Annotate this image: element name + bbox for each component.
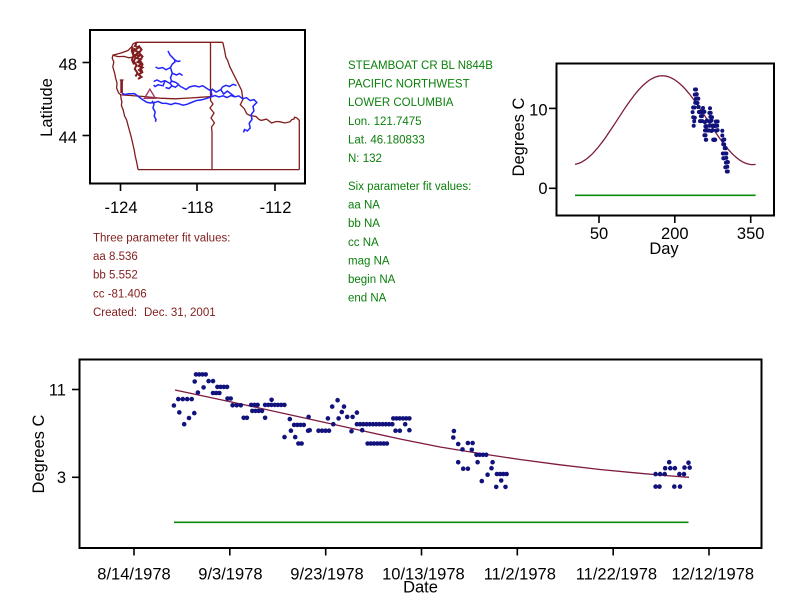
svg-text:350: 350 xyxy=(737,225,765,243)
svg-text:11: 11 xyxy=(49,382,66,400)
svg-text:LOWER COLUMBIA: LOWER COLUMBIA xyxy=(348,97,454,109)
svg-text:mag NA: mag NA xyxy=(348,255,390,267)
svg-text:11/2/1978: 11/2/1978 xyxy=(484,566,556,584)
svg-text:Date: Date xyxy=(403,578,438,596)
svg-text:PACIFIC NORTHWEST: PACIFIC NORTHWEST xyxy=(348,79,470,91)
svg-text:9/3/1978: 9/3/1978 xyxy=(198,566,262,584)
svg-text:-124: -124 xyxy=(104,199,137,217)
svg-text:end NA: end NA xyxy=(348,293,387,305)
svg-text:bb NA: bb NA xyxy=(348,218,380,230)
svg-text:Day: Day xyxy=(649,240,679,258)
svg-text:8/14/1978: 8/14/1978 xyxy=(97,566,170,584)
svg-text:aa 8.536: aa 8.536 xyxy=(93,251,138,263)
svg-text:11/22/1978: 11/22/1978 xyxy=(576,566,657,584)
svg-text:0: 0 xyxy=(538,180,547,198)
svg-text:aa NA: aa NA xyxy=(348,200,380,212)
svg-text:bb 5.552: bb 5.552 xyxy=(93,270,138,282)
svg-text:200: 200 xyxy=(661,225,689,243)
svg-text:48: 48 xyxy=(59,56,77,74)
svg-text:10/13/1978: 10/13/1978 xyxy=(382,566,465,584)
svg-text:Three parameter fit values:: Three parameter fit values: xyxy=(93,233,230,245)
svg-text:N: 132: N: 132 xyxy=(348,153,382,165)
svg-text:10: 10 xyxy=(529,102,547,120)
svg-text:Six parameter fit values:: Six parameter fit values: xyxy=(348,181,471,193)
svg-text:cc -81.406: cc -81.406 xyxy=(93,288,147,300)
svg-text:Created:: Created: xyxy=(93,307,137,319)
svg-text:12/12/1978: 12/12/1978 xyxy=(672,566,755,584)
svg-text:begin NA: begin NA xyxy=(348,274,396,286)
svg-text:-118: -118 xyxy=(182,199,214,217)
svg-text:cc NA: cc NA xyxy=(348,237,379,249)
svg-text:Degrees C: Degrees C xyxy=(510,97,528,176)
svg-text:Lat. 46.180833: Lat. 46.180833 xyxy=(348,134,425,146)
svg-text:Lon. 121.7475: Lon. 121.7475 xyxy=(348,116,422,128)
svg-text:Latitude: Latitude xyxy=(38,78,56,137)
svg-text:-112: -112 xyxy=(260,199,292,217)
svg-text:9/23/1978: 9/23/1978 xyxy=(290,566,363,584)
svg-text:Degrees C: Degrees C xyxy=(30,414,48,493)
svg-text:Dec. 31, 2001: Dec. 31, 2001 xyxy=(144,307,216,319)
svg-text:50: 50 xyxy=(590,225,608,243)
svg-text:3: 3 xyxy=(57,469,66,487)
svg-text:44: 44 xyxy=(59,129,77,147)
svg-text:STEAMBOAT CR BL N844B: STEAMBOAT CR BL N844B xyxy=(348,60,493,72)
